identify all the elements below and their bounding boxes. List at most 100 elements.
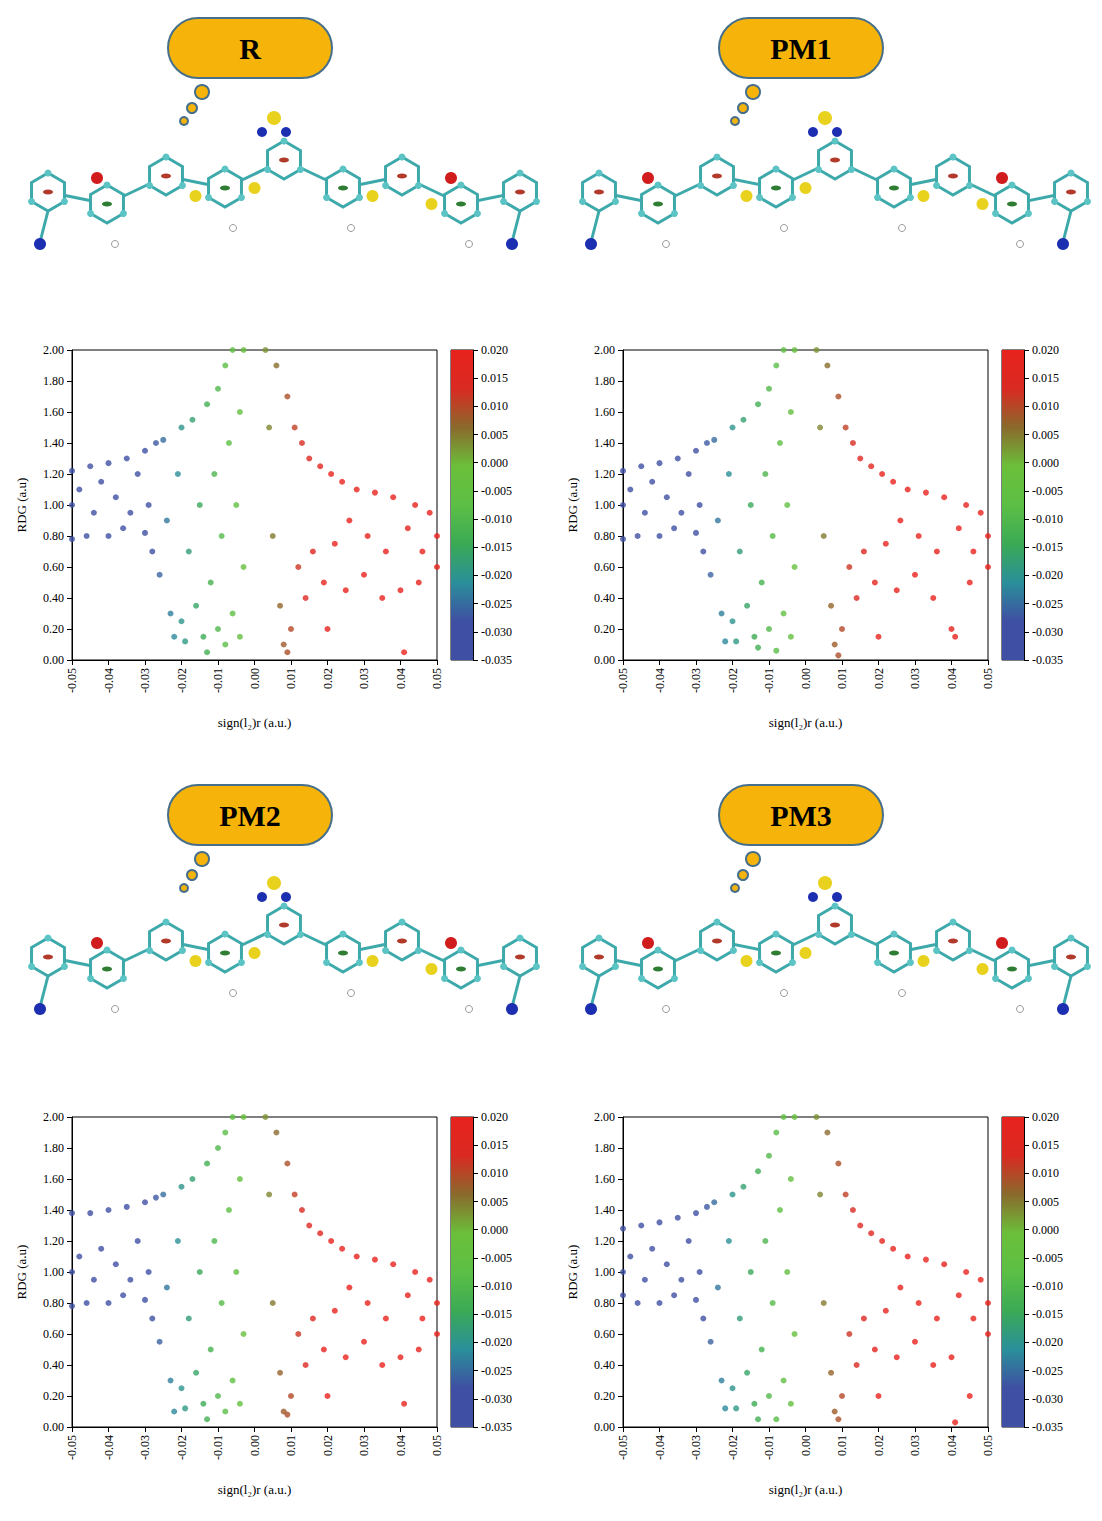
svg-text:0.60: 0.60: [43, 1327, 64, 1341]
svg-text:0.005: 0.005: [1032, 1195, 1059, 1209]
svg-text:-0.005: -0.005: [481, 484, 512, 498]
svg-text:0.80: 0.80: [43, 529, 64, 543]
svg-text:0.40: 0.40: [594, 1358, 615, 1372]
svg-text:0.04: 0.04: [394, 1435, 408, 1456]
svg-text:-0.01: -0.01: [762, 668, 776, 693]
svg-text:0.05: 0.05: [430, 668, 444, 689]
svg-text:0.020: 0.020: [481, 343, 508, 357]
svg-text:RDG (a.u): RDG (a.u): [565, 478, 580, 533]
svg-text:0.005: 0.005: [481, 1195, 508, 1209]
svg-text:1.40: 1.40: [594, 1203, 615, 1217]
svg-text:0.000: 0.000: [481, 1223, 508, 1237]
svg-text:PM2: PM2: [219, 799, 281, 832]
svg-text:-0.03: -0.03: [138, 668, 152, 693]
svg-text:-0.020: -0.020: [1032, 1335, 1063, 1349]
svg-text:PM3: PM3: [770, 799, 832, 832]
svg-text:0.015: 0.015: [481, 1138, 508, 1152]
svg-text:-0.015: -0.015: [1032, 1307, 1063, 1321]
svg-text:0.60: 0.60: [43, 560, 64, 574]
svg-text:-0.02: -0.02: [175, 668, 189, 693]
svg-text:0.00: 0.00: [248, 1435, 262, 1456]
svg-text:0.000: 0.000: [481, 456, 508, 470]
svg-text:0.01: 0.01: [284, 668, 298, 689]
svg-text:0.00: 0.00: [799, 668, 813, 689]
svg-text:0.60: 0.60: [594, 560, 615, 574]
svg-text:-0.02: -0.02: [726, 668, 740, 693]
svg-text:-0.035: -0.035: [1032, 1420, 1063, 1434]
svg-text:-0.05: -0.05: [616, 1435, 630, 1460]
svg-text:-0.020: -0.020: [481, 1335, 512, 1349]
svg-text:0.80: 0.80: [43, 1296, 64, 1310]
svg-text:-0.025: -0.025: [1032, 1364, 1063, 1378]
svg-text:0.010: 0.010: [481, 1166, 508, 1180]
svg-text:-0.03: -0.03: [689, 1435, 703, 1460]
svg-text:RDG (a.u): RDG (a.u): [14, 1245, 29, 1300]
svg-text:-0.005: -0.005: [1032, 484, 1063, 498]
svg-text:0.40: 0.40: [43, 591, 64, 605]
svg-text:-0.010: -0.010: [481, 512, 512, 526]
svg-text:0.020: 0.020: [481, 1110, 508, 1124]
svg-text:0.02: 0.02: [872, 668, 886, 689]
svg-text:0.03: 0.03: [357, 1435, 371, 1456]
svg-text:0.00: 0.00: [248, 668, 262, 689]
svg-text:1.00: 1.00: [594, 498, 615, 512]
svg-text:sign(l₂)r (a.u.): sign(l₂)r (a.u.): [769, 1482, 842, 1497]
svg-text:R: R: [239, 32, 261, 65]
svg-text:0.005: 0.005: [481, 428, 508, 442]
svg-text:-0.01: -0.01: [211, 668, 225, 693]
svg-text:sign(l₂)r (a.u.): sign(l₂)r (a.u.): [769, 715, 842, 730]
svg-text:-0.025: -0.025: [481, 597, 512, 611]
svg-text:1.20: 1.20: [43, 467, 64, 481]
svg-text:2.00: 2.00: [594, 343, 615, 357]
svg-text:sign(l₂)r (a.u.): sign(l₂)r (a.u.): [218, 715, 291, 730]
svg-text:-0.015: -0.015: [481, 1307, 512, 1321]
svg-text:-0.05: -0.05: [65, 668, 79, 693]
svg-text:0.80: 0.80: [594, 1296, 615, 1310]
svg-text:0.015: 0.015: [481, 371, 508, 385]
svg-text:RDG (a.u): RDG (a.u): [565, 1245, 580, 1300]
svg-text:1.60: 1.60: [594, 1172, 615, 1186]
svg-text:0.000: 0.000: [1032, 1223, 1059, 1237]
svg-text:0.00: 0.00: [43, 1420, 64, 1434]
svg-text:0.20: 0.20: [43, 1389, 64, 1403]
svg-text:0.80: 0.80: [594, 529, 615, 543]
svg-text:1.40: 1.40: [43, 1203, 64, 1217]
svg-text:-0.035: -0.035: [481, 653, 512, 667]
svg-text:0.005: 0.005: [1032, 428, 1059, 442]
svg-text:0.02: 0.02: [872, 1435, 886, 1456]
svg-text:0.010: 0.010: [481, 399, 508, 413]
svg-text:0.00: 0.00: [799, 1435, 813, 1456]
svg-text:1.00: 1.00: [43, 1265, 64, 1279]
svg-text:0.03: 0.03: [357, 668, 371, 689]
svg-text:0.04: 0.04: [394, 668, 408, 689]
svg-text:-0.025: -0.025: [481, 1364, 512, 1378]
svg-text:-0.010: -0.010: [1032, 1279, 1063, 1293]
svg-text:-0.030: -0.030: [1032, 625, 1063, 639]
svg-text:0.03: 0.03: [908, 1435, 922, 1456]
svg-text:-0.04: -0.04: [102, 668, 116, 693]
svg-text:1.60: 1.60: [594, 405, 615, 419]
svg-text:2.00: 2.00: [594, 1110, 615, 1124]
svg-text:-0.030: -0.030: [481, 1392, 512, 1406]
svg-text:1.80: 1.80: [43, 1141, 64, 1155]
svg-text:-0.005: -0.005: [1032, 1251, 1063, 1265]
svg-text:-0.030: -0.030: [1032, 1392, 1063, 1406]
svg-text:-0.030: -0.030: [481, 625, 512, 639]
svg-text:-0.04: -0.04: [653, 1435, 667, 1460]
svg-text:0.05: 0.05: [981, 1435, 995, 1456]
svg-text:0.05: 0.05: [430, 1435, 444, 1456]
svg-text:-0.05: -0.05: [65, 1435, 79, 1460]
svg-text:0.01: 0.01: [284, 1435, 298, 1456]
svg-text:-0.04: -0.04: [653, 668, 667, 693]
svg-text:1.20: 1.20: [43, 1234, 64, 1248]
svg-text:0.20: 0.20: [594, 1389, 615, 1403]
svg-text:-0.020: -0.020: [1032, 568, 1063, 582]
svg-text:-0.010: -0.010: [481, 1279, 512, 1293]
svg-text:-0.01: -0.01: [211, 1435, 225, 1460]
svg-text:-0.05: -0.05: [616, 668, 630, 693]
svg-text:0.015: 0.015: [1032, 371, 1059, 385]
svg-text:0.05: 0.05: [981, 668, 995, 689]
svg-text:-0.02: -0.02: [175, 1435, 189, 1460]
svg-text:0.000: 0.000: [1032, 456, 1059, 470]
svg-text:-0.04: -0.04: [102, 1435, 116, 1460]
